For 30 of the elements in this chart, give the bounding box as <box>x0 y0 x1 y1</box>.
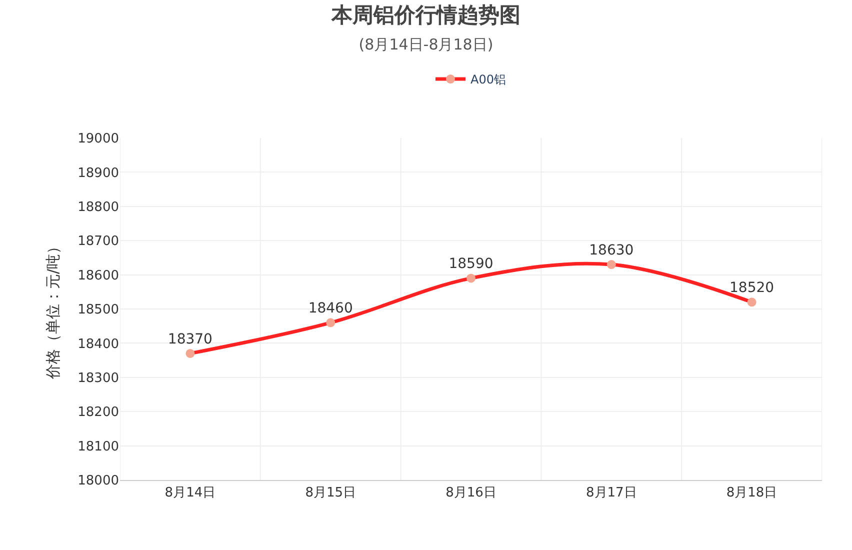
y-tick-label: 19000 <box>78 132 119 147</box>
y-tick-label: 18800 <box>78 200 119 215</box>
y-tick-label: 18000 <box>78 474 119 489</box>
x-tick-label: 8月17日 <box>586 486 637 501</box>
y-tick-label: 18200 <box>78 405 119 420</box>
x-tick-label: 8月14日 <box>164 486 216 501</box>
data-label: 18460 <box>308 300 353 317</box>
point <box>326 318 336 328</box>
point <box>606 260 616 270</box>
x-tick-label: 8月16日 <box>446 486 496 501</box>
data-label: 18590 <box>448 256 494 272</box>
y-tick-label: 18500 <box>78 302 119 318</box>
data-label: 18520 <box>730 280 774 296</box>
x-tick-label: 8月18日 <box>726 486 778 501</box>
chart-subtitle: (8月14日-8月18日) <box>358 35 494 54</box>
point <box>747 298 756 307</box>
data-label: 18630 <box>589 242 634 258</box>
y-tick-label: 18100 <box>78 439 119 454</box>
chart-title: 本周铝价行情趋势图 <box>330 3 520 27</box>
legend-label: A00铝 <box>470 72 506 87</box>
y-tick-label: 18400 <box>78 336 119 352</box>
y-tick-label: 18300 <box>78 370 119 386</box>
point <box>186 348 195 358</box>
x-tick-label: 8月15日 <box>305 486 356 501</box>
y-axis-title: 价格（单位：元/吨） <box>44 238 62 380</box>
y-tick-label: 18700 <box>78 234 119 250</box>
point <box>466 274 476 283</box>
y-tick-label: 18900 <box>78 166 119 181</box>
data-label: 18370 <box>168 331 212 348</box>
y-tick-label: 18600 <box>78 268 119 284</box>
